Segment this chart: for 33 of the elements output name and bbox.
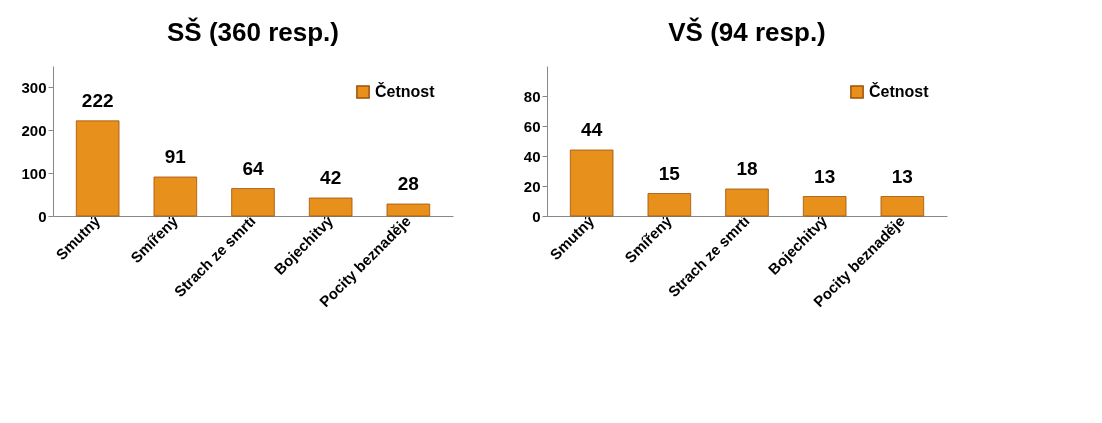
bar bbox=[647, 193, 692, 217]
data-label: 64 bbox=[242, 157, 264, 179]
chart-title: VŠ (94 resp.) bbox=[668, 17, 826, 47]
bar bbox=[802, 196, 847, 217]
data-label: 222 bbox=[81, 89, 114, 111]
y-tick-label: 300 bbox=[21, 78, 47, 96]
bar bbox=[880, 196, 925, 217]
y-tick-label: 0 bbox=[38, 207, 47, 225]
data-label: 28 bbox=[397, 173, 419, 194]
y-tick-label: 200 bbox=[21, 121, 47, 139]
data-label: 13 bbox=[814, 165, 836, 187]
legend-label: Četnost bbox=[375, 82, 436, 100]
y-tick-label: 40 bbox=[523, 147, 541, 165]
y-tick-label: 0 bbox=[532, 207, 541, 225]
bar bbox=[308, 197, 353, 217]
data-label: 42 bbox=[320, 167, 342, 188]
bar bbox=[231, 188, 275, 217]
y-tick-label: 20 bbox=[523, 177, 541, 195]
y-tick-label: 60 bbox=[523, 117, 541, 135]
bar bbox=[569, 149, 614, 217]
data-label: 44 bbox=[581, 119, 603, 140]
data-label: 13 bbox=[891, 165, 913, 187]
chart-title: SŠ (360 resp.) bbox=[167, 17, 339, 47]
bar bbox=[153, 176, 198, 217]
data-label: 91 bbox=[164, 146, 187, 167]
bar bbox=[386, 203, 431, 217]
y-tick-label: 80 bbox=[523, 87, 541, 105]
bar bbox=[725, 188, 769, 217]
data-label: 15 bbox=[658, 162, 681, 184]
legend-label: Četnost bbox=[869, 82, 930, 100]
bar bbox=[75, 120, 120, 217]
y-tick-label: 100 bbox=[21, 164, 47, 182]
data-label: 18 bbox=[736, 158, 758, 179]
